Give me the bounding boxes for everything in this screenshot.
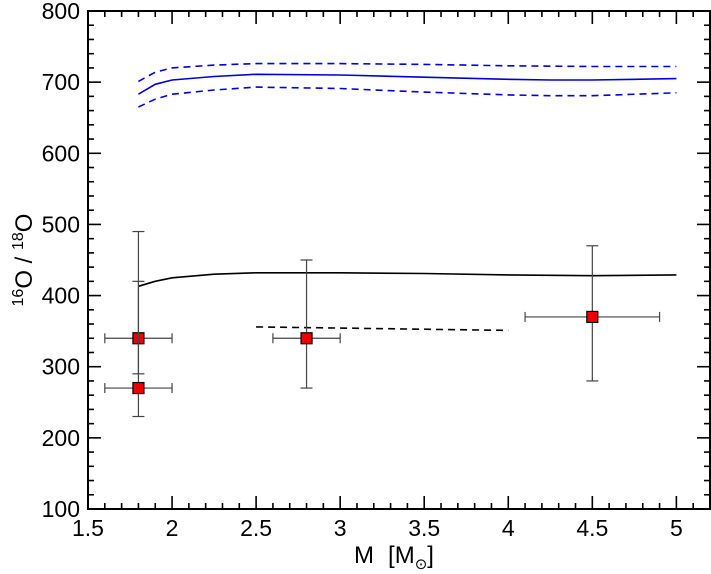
y-tick-label: 700 [42,69,80,95]
axis-ticks [87,10,711,510]
y-tick-label: 300 [42,354,80,380]
x-tick-label: 3 [334,515,347,541]
x-tick-label: 5 [670,515,683,541]
data-point [104,230,173,418]
y-axis-sup-1: 16 [10,289,27,307]
series-line-model-blue [137,73,677,95]
square-marker [586,310,599,324]
y-tick-label: 200 [42,425,80,451]
series-layer [137,62,677,332]
x-tick-label: 3.5 [408,515,440,541]
y-axis-title: 16O / 18O [10,214,38,307]
series-line-model-black-dashed [256,326,509,332]
y-axis-sup-2: 18 [10,232,27,250]
x-tick-label: 4 [502,515,515,541]
y-tick-label: 400 [42,283,80,309]
square-marker [300,332,313,345]
x-axis-unit-open: [M [388,542,415,569]
series-line-model-blue-lower [138,86,677,108]
data-point [272,259,341,389]
x-tick-label: 2.5 [240,515,272,541]
y-tick-label: 500 [42,211,80,237]
x-tick-label: 4.5 [576,515,608,541]
y-axis-base-1: O [11,270,38,289]
x-axis-symbol: M [354,542,374,569]
x-tick-labels: 1.5 2 2.5 3 3.5 4 4.5 5 [72,515,683,541]
series-line-model-blue-upper [138,62,677,83]
y-axis-base-2: O [11,214,38,233]
y-tick-label: 100 [42,496,80,522]
y-axis-separator: / [11,250,38,270]
data-points [104,230,661,418]
x-tick-label: 1.5 [72,515,104,541]
square-marker [132,381,145,395]
y-tick-labels: 100 200 300 400 500 600 700 800 [42,0,80,522]
x-axis-title: M [M⊙] [354,542,434,573]
x-axis-unit-sub: ⊙ [415,556,428,573]
series-line-model-black [138,272,677,288]
y-tick-label: 600 [42,140,80,166]
plot-frame [87,10,711,510]
x-tick-label: 2 [166,515,179,541]
data-point [524,245,661,382]
y-tick-label: 800 [42,0,80,24]
x-axis-unit-close: ] [427,542,434,569]
